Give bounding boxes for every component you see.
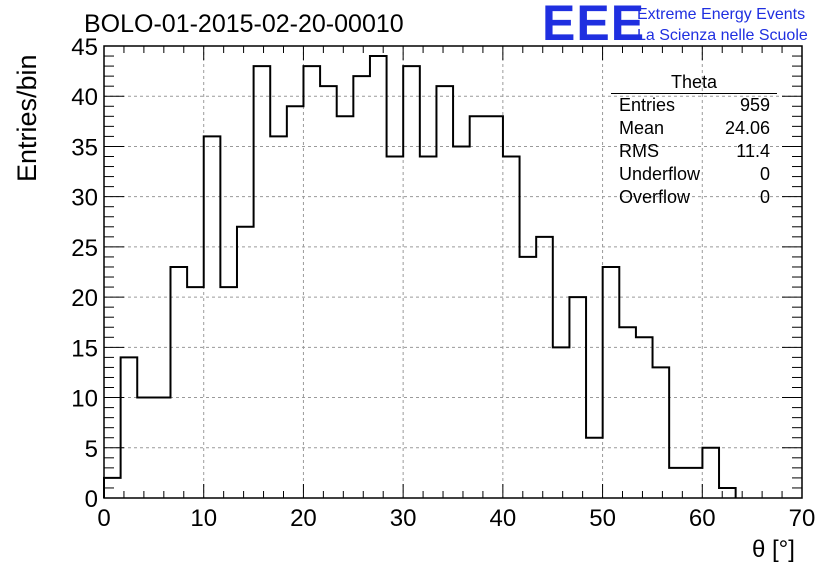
x-tick-label: 30 bbox=[390, 505, 417, 532]
stats-value: 0 bbox=[759, 164, 770, 184]
y-tick-label: 10 bbox=[71, 386, 98, 413]
y-tick-label: 30 bbox=[71, 185, 98, 212]
histogram-line bbox=[103, 55, 737, 498]
y-tick-label: 15 bbox=[71, 335, 98, 362]
y-tick-label: 5 bbox=[85, 436, 98, 463]
stats-value: 11.4 bbox=[736, 141, 770, 161]
x-tick-label: 10 bbox=[190, 505, 217, 532]
logo-line-2: La Scienza nelle Scuole bbox=[637, 27, 808, 44]
stats-row-mean: Mean 24.06 bbox=[611, 117, 777, 140]
x-tick-label: 40 bbox=[490, 505, 517, 532]
stats-box: Theta Entries 959 Mean 24.06 RMS 11.4 Un… bbox=[611, 72, 777, 209]
stats-label: RMS bbox=[619, 141, 659, 161]
stats-row-rms: RMS 11.4 bbox=[611, 140, 777, 163]
y-tick-label: 40 bbox=[71, 84, 98, 111]
stats-label: Mean bbox=[619, 118, 665, 138]
stats-row-entries: Entries 959 bbox=[611, 94, 777, 117]
y-tick-label: 0 bbox=[85, 486, 98, 513]
x-tick-label: 20 bbox=[290, 505, 317, 532]
logo-line-1: Extreme Energy Events bbox=[637, 6, 806, 23]
x-tick-label: 60 bbox=[689, 505, 716, 532]
stats-value: 24.06 bbox=[724, 118, 770, 138]
eee-logo-text: Extreme Energy Events La Scienza nelle S… bbox=[637, 4, 808, 46]
stats-row-overflow: Overflow 0 bbox=[611, 186, 777, 209]
y-tick-label: 25 bbox=[71, 235, 98, 262]
eee-logo: EEE bbox=[542, 0, 646, 51]
stats-label: Underflow bbox=[619, 164, 701, 184]
stats-value: 0 bbox=[759, 187, 770, 207]
x-tick-label: 0 bbox=[97, 505, 110, 532]
stats-label: Entries bbox=[619, 95, 676, 115]
plot-frame bbox=[103, 45, 803, 499]
stats-value: 959 bbox=[739, 95, 770, 115]
x-tick-label: 50 bbox=[589, 505, 616, 532]
y-tick-label: 45 bbox=[71, 34, 98, 61]
x-axis-label: θ [°] bbox=[752, 536, 795, 563]
stats-row-underflow: Underflow 0 bbox=[611, 163, 777, 186]
chart-title: BOLO-01-2015-02-20-00010 bbox=[84, 10, 404, 38]
stats-label: Overflow bbox=[619, 187, 691, 207]
y-tick-label: 35 bbox=[71, 134, 98, 161]
stats-title: Theta bbox=[611, 72, 777, 94]
x-tick-label: 70 bbox=[789, 505, 816, 532]
y-tick-label: 20 bbox=[71, 285, 98, 312]
